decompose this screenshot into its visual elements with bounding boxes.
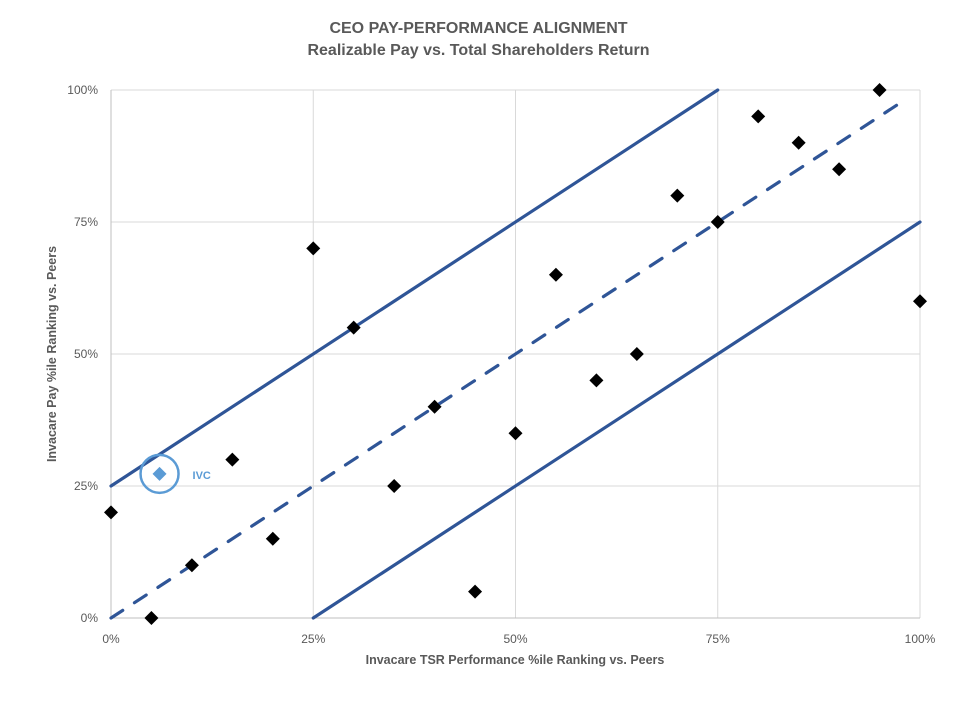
peer-diamond-marker [144, 611, 159, 625]
peer-diamond-marker [548, 267, 563, 282]
peer-diamond-marker [629, 347, 644, 361]
alignment-line [109, 98, 906, 620]
peer-diamond-marker [306, 241, 321, 256]
peer-diamond-marker [265, 531, 280, 546]
y-tick-label: 75% [74, 215, 98, 229]
y-tick-label: 0% [81, 611, 99, 625]
chart-title-block: CEO PAY-PERFORMANCE ALIGNMENT Realizable… [0, 18, 967, 62]
y-tick-label: 100% [67, 83, 98, 97]
y-tick-label: 50% [74, 347, 98, 361]
peer-diamond-marker [468, 584, 483, 599]
peer-diamond-marker [872, 83, 887, 97]
highlight-ring [139, 453, 180, 495]
peer-diamond-marker [589, 373, 604, 388]
gridlines [110, 89, 921, 619]
x-tick-label: 100% [905, 632, 936, 646]
peer-diamond-marker [710, 215, 725, 229]
x-tick-label: 25% [301, 632, 325, 646]
x-axis-title: Invacare TSR Performance %ile Ranking vs… [366, 653, 665, 667]
peer-diamond-marker [913, 294, 927, 309]
tick-labels: 0% 25% 50% 75% 100% 0% 25% 50% 75% 100% [67, 83, 935, 646]
peer-diamond-marker [104, 505, 118, 520]
x-tick-label: 50% [503, 632, 527, 646]
y-tick-label: 25% [74, 479, 98, 493]
peer-diamond-marker [508, 426, 523, 441]
peer-diamond-marker [670, 188, 685, 203]
peer-diamond-marker [427, 399, 442, 414]
peer-diamond-marker [387, 479, 402, 493]
chart-subtitle: Realizable Pay vs. Total Shareholders Re… [307, 42, 650, 59]
y-axis-title: Invacare Pay %ile Ranking vs. Peers [45, 246, 59, 462]
peer-diamond-marker [832, 162, 847, 177]
upper-band [109, 88, 720, 488]
peer-diamond-marker [346, 320, 361, 335]
data-points: IVC [104, 83, 927, 625]
chart-title: CEO PAY-PERFORMANCE ALIGNMENT [329, 20, 628, 37]
peer-diamond-marker [225, 452, 240, 467]
lower-band [311, 220, 922, 620]
peer-diamond-marker [751, 109, 766, 124]
peer-diamond-marker [184, 558, 199, 573]
x-tick-label: 0% [102, 632, 120, 646]
x-tick-label: 75% [706, 632, 730, 646]
reference-lines [109, 88, 922, 620]
peer-diamond-marker [791, 135, 806, 150]
ivc-diamond-marker [152, 466, 167, 481]
ivc-label: IVC [193, 470, 211, 482]
